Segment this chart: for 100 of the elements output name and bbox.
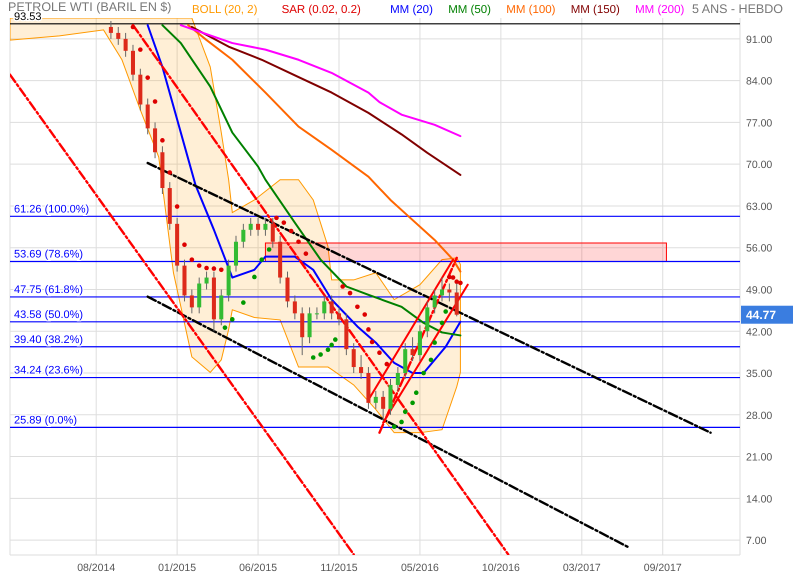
point [318, 352, 323, 357]
text: 44.77 [746, 308, 776, 322]
text: MM (100) [506, 4, 556, 16]
point [443, 309, 448, 314]
candlestick [204, 271, 209, 290]
point [222, 325, 228, 330]
point [384, 362, 390, 366]
point [399, 420, 404, 424]
candlestick [440, 277, 444, 302]
y-tick-label: 21.00 [746, 452, 772, 464]
point [421, 370, 426, 376]
point [296, 239, 301, 244]
x-tick-label: 03/2017 [562, 562, 601, 574]
candlestick [314, 306, 319, 320]
y-tick-label: 84.00 [746, 76, 772, 88]
point [218, 267, 224, 272]
candlestick [108, 20, 113, 40]
y-tick-label: 7.00 [746, 535, 767, 548]
candlestick [285, 271, 290, 308]
point [230, 317, 235, 322]
y-tick-label: 63.00 [746, 200, 772, 213]
candlestick [241, 223, 246, 248]
point [167, 170, 172, 175]
point [288, 228, 294, 234]
point [282, 220, 286, 225]
y-tick-label: 42.00 [746, 326, 772, 338]
y-tick-label: 77.00 [746, 117, 772, 130]
y-tick-label: 70.00 [746, 159, 772, 172]
point [326, 347, 330, 352]
x-tick-label: 08/2014 [77, 562, 116, 574]
candlestick [292, 294, 297, 320]
candlestick [153, 122, 158, 159]
candlestick [336, 306, 342, 326]
point [138, 47, 143, 52]
y-tick-label: 28.00 [746, 410, 772, 422]
candlestick [403, 342, 408, 380]
point [348, 290, 352, 296]
x-tick-label: 06/2015 [239, 562, 278, 574]
candlestick [300, 306, 304, 356]
y-tick-label: 35.00 [746, 368, 772, 380]
point [152, 99, 158, 104]
point [355, 304, 360, 310]
candlestick [248, 217, 253, 236]
point [212, 266, 216, 271]
text: MM (150) [570, 4, 620, 16]
ref-line-label: 61.26 (100.0%) [14, 203, 90, 216]
point [414, 390, 419, 396]
candlestick [396, 366, 400, 392]
candlestick [124, 32, 128, 58]
candlestick [146, 98, 150, 135]
candlestick [322, 294, 326, 320]
point [392, 424, 396, 430]
point [130, 24, 136, 30]
x-tick-label: 09/2017 [644, 562, 682, 574]
point [366, 327, 371, 332]
candlestick [263, 217, 268, 236]
text: MM (50) [448, 4, 492, 16]
point [274, 216, 279, 220]
candlestick [359, 354, 364, 380]
point [340, 284, 345, 289]
point [450, 275, 456, 280]
candlestick [270, 217, 275, 248]
point [402, 410, 408, 414]
x-tick-label: 05/2016 [400, 562, 440, 574]
legend-label: BOLL (20, 2) [192, 4, 258, 16]
candlestick [197, 277, 202, 314]
point [333, 337, 338, 342]
candlestick [418, 324, 422, 362]
point [447, 274, 452, 280]
candlestick [190, 288, 194, 314]
point [410, 400, 415, 406]
candlestick [256, 217, 260, 236]
point [145, 75, 150, 80]
point [182, 242, 187, 248]
candlestick [388, 378, 393, 416]
candlestick [374, 390, 378, 410]
candlestick [381, 390, 386, 422]
candlestick [447, 283, 452, 302]
candlestick [116, 26, 120, 46]
point [266, 247, 272, 252]
point [362, 312, 368, 317]
point [432, 340, 437, 345]
ref-line-label: 43.58 (50.0%) [14, 308, 84, 321]
ref-line-label: 53.69 (78.6%) [14, 248, 84, 260]
point [428, 358, 434, 362]
candlestick [308, 306, 312, 344]
x-tick-label: 11/2015 [320, 562, 358, 574]
point [259, 257, 264, 262]
candlestick [432, 288, 437, 314]
line-series [187, 24, 462, 273]
ref-line-label: 47.75 (61.8%) [14, 284, 84, 296]
ref-line-label: 34.24 (23.6%) [14, 364, 84, 377]
text: MM (20) [390, 4, 434, 16]
point [204, 266, 209, 270]
candlestick [234, 235, 238, 272]
line-series [190, 26, 462, 176]
candlestick [219, 288, 224, 326]
point [190, 257, 194, 262]
point [329, 342, 334, 348]
y-tick-label: 91.00 [746, 34, 772, 46]
